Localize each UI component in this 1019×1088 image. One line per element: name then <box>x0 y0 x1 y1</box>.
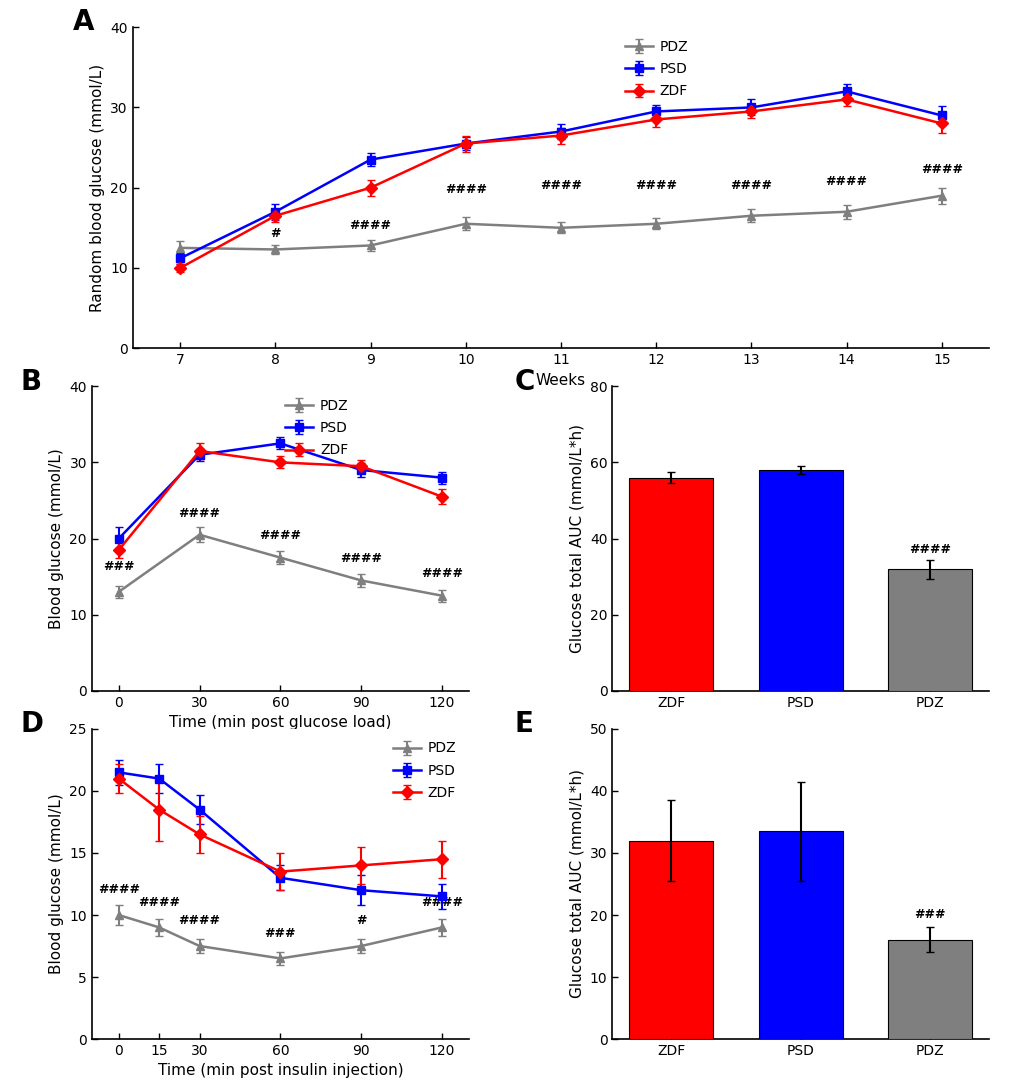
Text: ####: #### <box>350 219 391 232</box>
Text: ####: #### <box>178 914 220 927</box>
Text: #: # <box>270 226 280 239</box>
Y-axis label: Glucose total AUC (mmol/L*h): Glucose total AUC (mmol/L*h) <box>569 424 584 653</box>
Bar <box>758 470 842 691</box>
Text: B: B <box>20 368 41 396</box>
Text: ####: #### <box>259 530 301 542</box>
Legend: PDZ, PSD, ZDF: PDZ, PSD, ZDF <box>387 735 462 806</box>
X-axis label: Weeks: Weeks <box>535 372 586 387</box>
Legend: PDZ, PSD, ZDF: PDZ, PSD, ZDF <box>619 34 693 104</box>
Y-axis label: Blood glucose (mmol/L): Blood glucose (mmol/L) <box>49 793 64 975</box>
Bar <box>629 478 713 691</box>
Bar <box>758 831 842 1039</box>
Text: ####: #### <box>138 895 180 908</box>
Text: ####: #### <box>444 183 486 196</box>
X-axis label: Time (min post glucose load): Time (min post glucose load) <box>169 715 391 730</box>
Text: E: E <box>514 710 533 739</box>
Text: ####: #### <box>340 553 382 566</box>
Text: A: A <box>72 8 94 36</box>
Text: C: C <box>514 368 534 396</box>
Text: ####: #### <box>635 178 677 191</box>
X-axis label: Time (min post insulin injection): Time (min post insulin injection) <box>157 1063 403 1078</box>
Text: ####: #### <box>98 883 140 897</box>
Text: ####: #### <box>421 568 463 581</box>
Text: ###: ### <box>103 560 135 572</box>
Bar <box>629 841 713 1039</box>
Legend: PDZ, PSD, ZDF: PDZ, PSD, ZDF <box>279 393 354 463</box>
Bar <box>888 940 971 1039</box>
Y-axis label: Glucose total AUC (mmol/L*h): Glucose total AUC (mmol/L*h) <box>569 769 584 999</box>
Text: ####: #### <box>824 175 867 187</box>
Text: ####: #### <box>421 895 463 908</box>
Y-axis label: Blood glucose (mmol/L): Blood glucose (mmol/L) <box>49 448 64 629</box>
Text: ####: #### <box>908 543 951 556</box>
Y-axis label: Random blood glucose (mmol/L): Random blood glucose (mmol/L) <box>90 63 105 312</box>
Text: ####: #### <box>920 162 962 175</box>
Text: ####: #### <box>539 178 582 191</box>
Text: D: D <box>20 710 43 739</box>
Text: #: # <box>356 914 366 927</box>
Text: ####: #### <box>178 507 220 520</box>
Text: ###: ### <box>914 908 945 922</box>
Text: ###: ### <box>264 927 296 940</box>
Text: ####: #### <box>730 178 771 191</box>
Bar <box>888 569 971 691</box>
